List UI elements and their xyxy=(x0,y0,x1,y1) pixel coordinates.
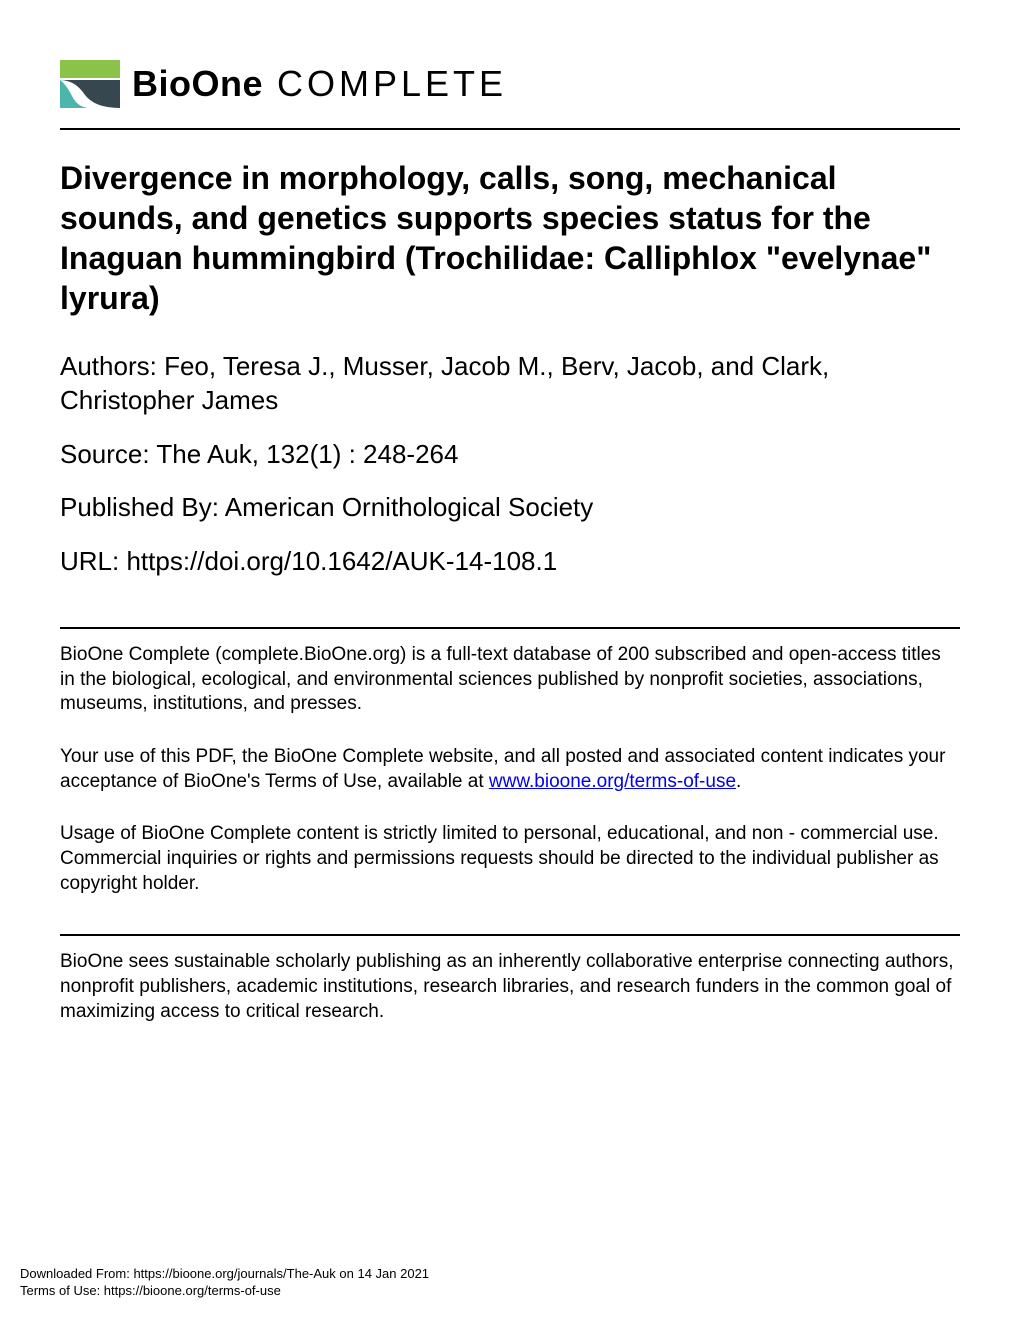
source-line: Source: The Auk, 132(1) : 248-264 xyxy=(60,438,960,472)
logo-text: BioOne COMPLETE xyxy=(132,63,507,105)
url-label: URL: xyxy=(60,546,126,576)
logo-bold-text: BioOne xyxy=(132,63,263,104)
url-value: https://doi.org/10.1642/AUK-14-108.1 xyxy=(126,546,557,576)
authors-label: Authors: xyxy=(60,351,164,381)
footer-terms: Terms of Use: https://bioone.org/terms-o… xyxy=(20,1283,429,1300)
divider-top xyxy=(60,128,960,130)
published-by-line: Published By: American Ornithological So… xyxy=(60,491,960,525)
terms-link[interactable]: www.bioone.org/terms-of-use xyxy=(489,771,736,792)
url-line: URL: https://doi.org/10.1642/AUK-14-108.… xyxy=(60,545,960,579)
authors-line: Authors: Feo, Teresa J., Musser, Jacob M… xyxy=(60,350,960,418)
logo-light-text: COMPLETE xyxy=(263,63,507,104)
terms-suffix: . xyxy=(736,771,741,792)
mission-statement: BioOne sees sustainable scholarly publis… xyxy=(60,950,960,1024)
divider-middle xyxy=(60,627,960,629)
divider-bottom xyxy=(60,934,960,936)
terms-notice: Your use of this PDF, the BioOne Complet… xyxy=(60,745,960,794)
source-value: The Auk, 132(1) : 248-264 xyxy=(156,439,458,469)
published-by-label: Published By: xyxy=(60,492,225,522)
bioone-logo-icon xyxy=(60,60,120,108)
published-by-value: American Ornithological Society xyxy=(225,492,594,522)
footer-downloaded: Downloaded From: https://bioone.org/jour… xyxy=(20,1266,429,1283)
article-title: Divergence in morphology, calls, song, m… xyxy=(60,158,960,318)
database-description: BioOne Complete (complete.BioOne.org) is… xyxy=(60,643,960,717)
authors-value: Feo, Teresa J., Musser, Jacob M., Berv, … xyxy=(60,351,829,415)
usage-notice: Usage of BioOne Complete content is stri… xyxy=(60,822,960,896)
logo-container: BioOne COMPLETE xyxy=(60,60,960,108)
page-footer: Downloaded From: https://bioone.org/jour… xyxy=(20,1266,429,1300)
source-label: Source: xyxy=(60,439,156,469)
